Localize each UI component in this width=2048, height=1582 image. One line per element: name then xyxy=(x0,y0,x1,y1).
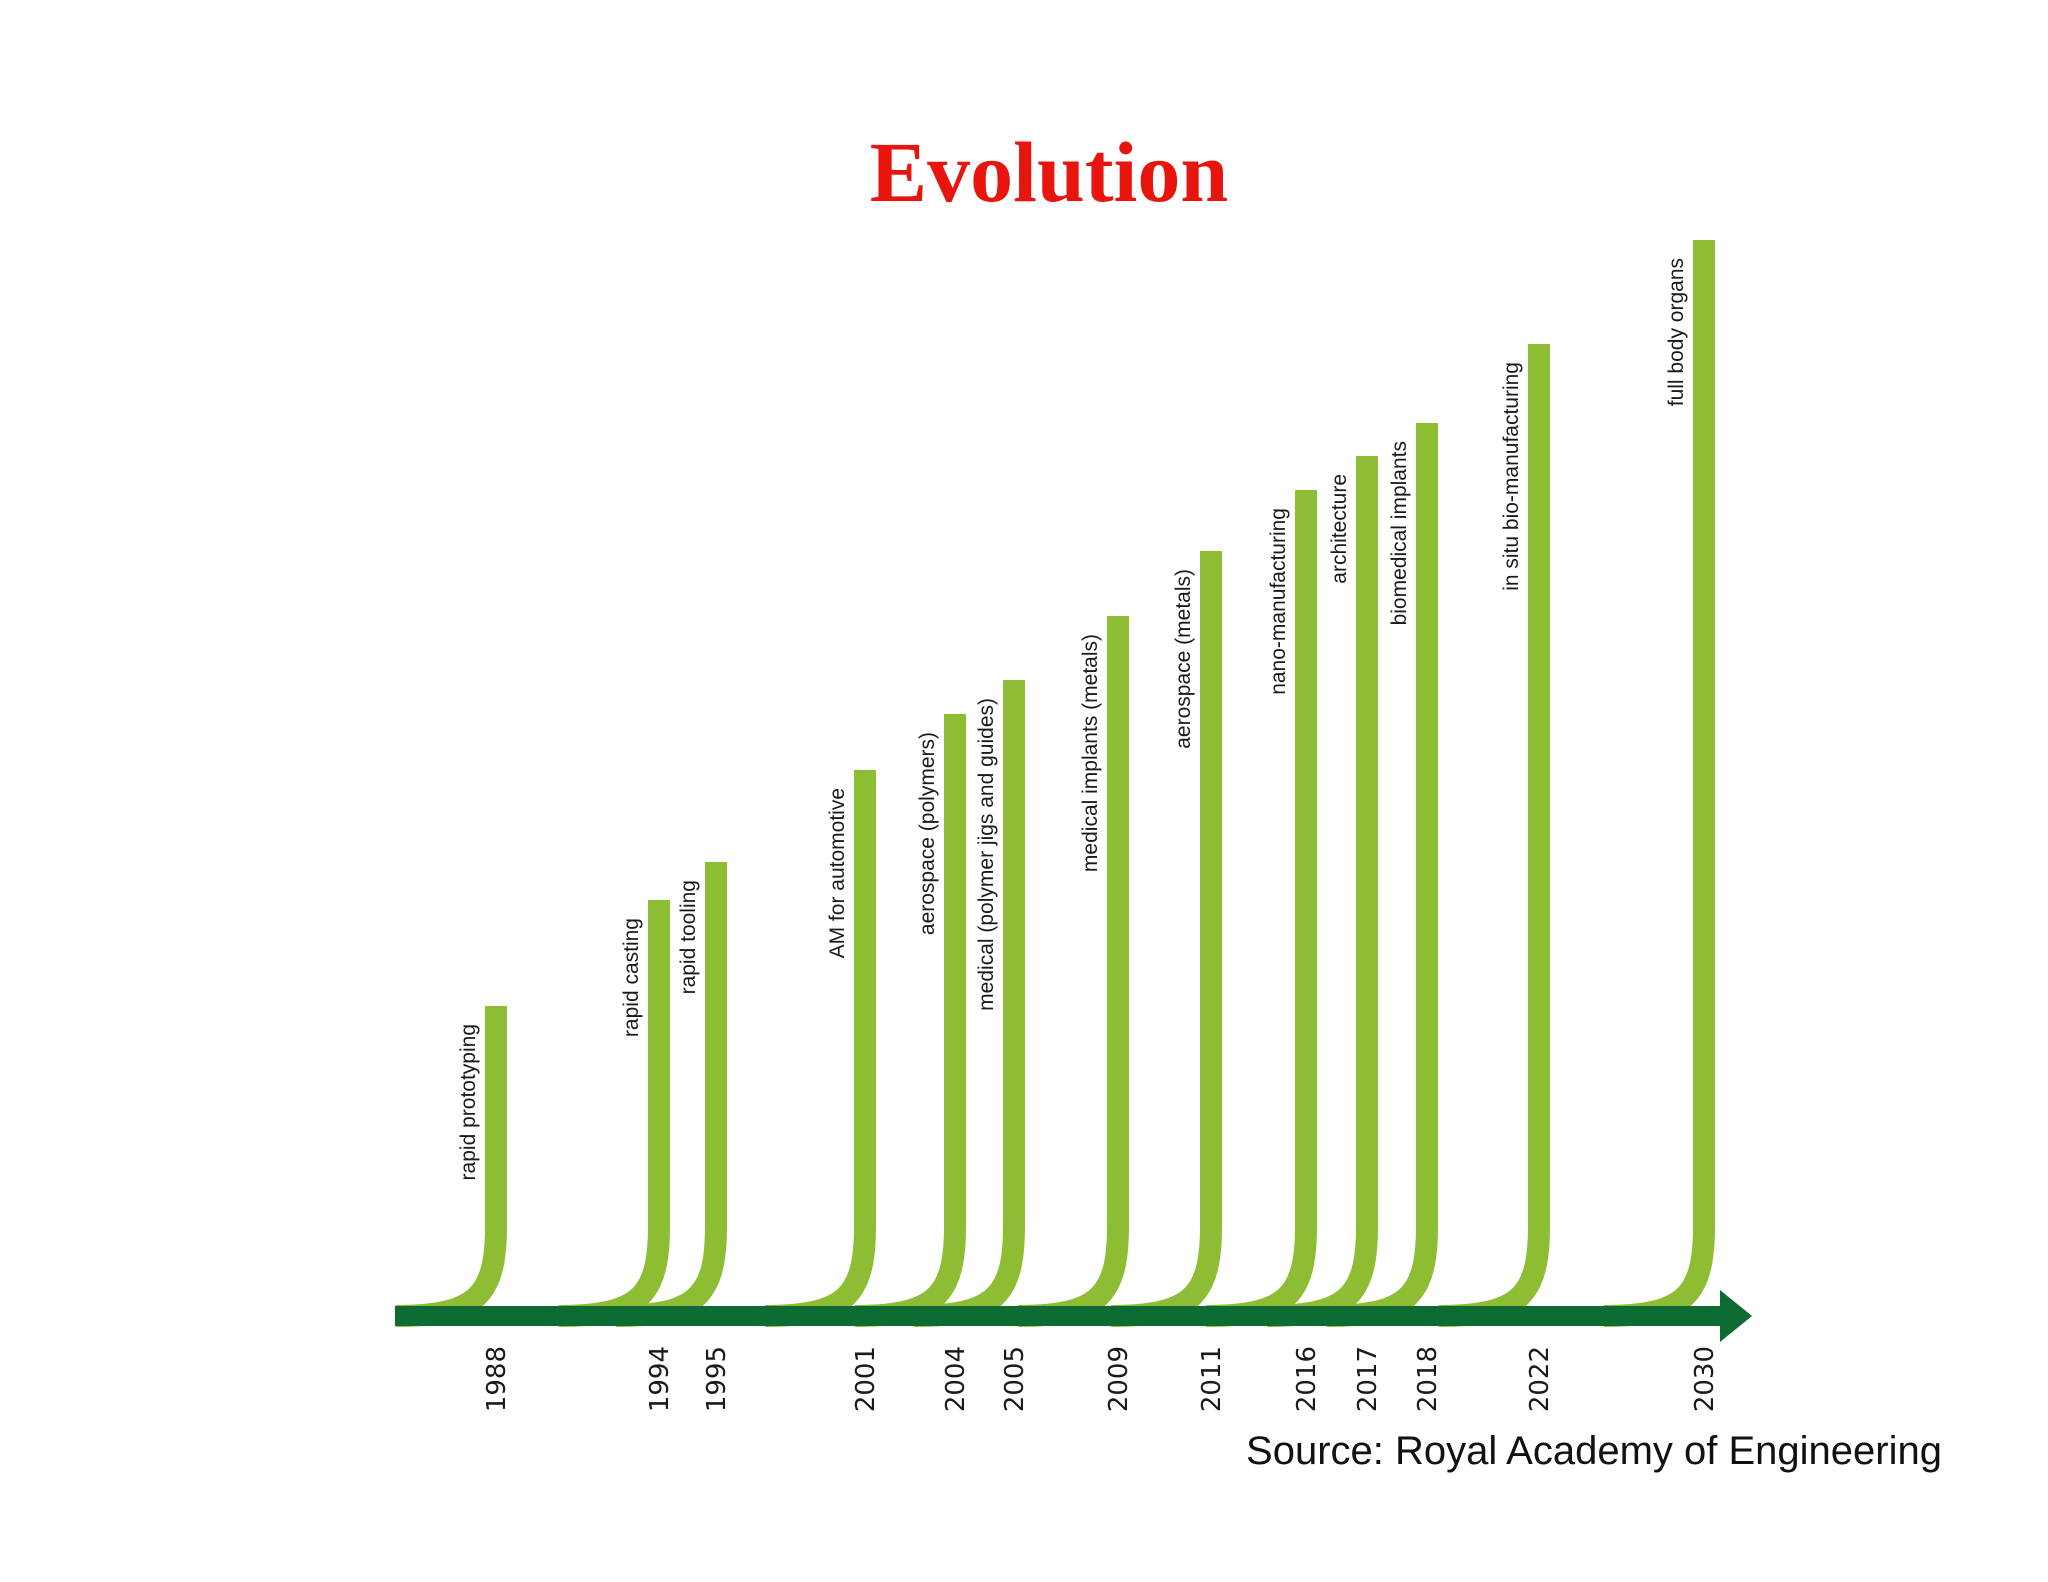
slide-title: Evolution xyxy=(869,124,1229,220)
timeline-arrow-head xyxy=(1720,1290,1752,1342)
year-label-2011: 2011 xyxy=(1197,1346,1227,1412)
milestone-label-2030: full body organs xyxy=(1665,258,1688,406)
milestone-label-1988: rapid prototyping xyxy=(457,1024,480,1180)
timeline-arrow xyxy=(395,1290,1752,1342)
milestone-bar-2022 xyxy=(1438,344,1550,1327)
year-label-2009: 2009 xyxy=(1104,1346,1134,1412)
year-label-2030: 2030 xyxy=(1690,1346,1720,1412)
milestone-label-2001: AM for automotive xyxy=(826,788,849,958)
milestone-label-2018: biomedical implants xyxy=(1388,441,1411,625)
year-labels: 1988 1994 1995 2001 2004 2005 2009 2011 2016 2017… xyxy=(482,1346,1720,1412)
milestone-label-2005: medical (polymer jigs and guides) xyxy=(975,698,998,1011)
timeline-arrow-shaft xyxy=(395,1306,1725,1326)
milestone-labels: rapid prototyping rapid casting rapid tool… xyxy=(457,258,1688,1180)
milestone-label-2009: medical implants (metals) xyxy=(1079,634,1102,872)
year-label-2018: 2018 xyxy=(1413,1346,1443,1412)
year-label-2017: 2017 xyxy=(1353,1346,1383,1412)
milestone-bar-2001 xyxy=(764,770,876,1327)
year-label-2001: 2001 xyxy=(851,1346,881,1412)
milestone-label-2017: architecture xyxy=(1328,474,1351,584)
year-label-2004: 2004 xyxy=(941,1346,971,1412)
milestone-label-2022: in situ bio-manufacturing xyxy=(1500,362,1523,591)
year-label-1995: 1995 xyxy=(702,1346,732,1412)
milestone-bar-2009 xyxy=(1017,616,1129,1327)
source-note: Source: Royal Academy of Engineering xyxy=(1246,1429,1942,1473)
milestone-bar-1994 xyxy=(558,900,670,1327)
year-label-1988: 1988 xyxy=(482,1346,512,1412)
milestone-label-2016: nano-manufacturing xyxy=(1267,508,1290,695)
milestone-label-2004: aerospace (polymers) xyxy=(916,732,939,935)
milestone-label-1995: rapid tooling xyxy=(677,880,700,994)
year-label-2016: 2016 xyxy=(1292,1346,1322,1412)
milestone-label-2011: aerospace (metals) xyxy=(1172,569,1195,749)
milestone-bar-1988 xyxy=(395,1006,507,1327)
milestone-label-1994: rapid casting xyxy=(620,918,643,1037)
year-label-2005: 2005 xyxy=(1000,1346,1030,1412)
year-label-1994: 1994 xyxy=(645,1346,675,1412)
year-label-2022: 2022 xyxy=(1525,1346,1555,1412)
milestone-bar-2030 xyxy=(1603,240,1715,1327)
